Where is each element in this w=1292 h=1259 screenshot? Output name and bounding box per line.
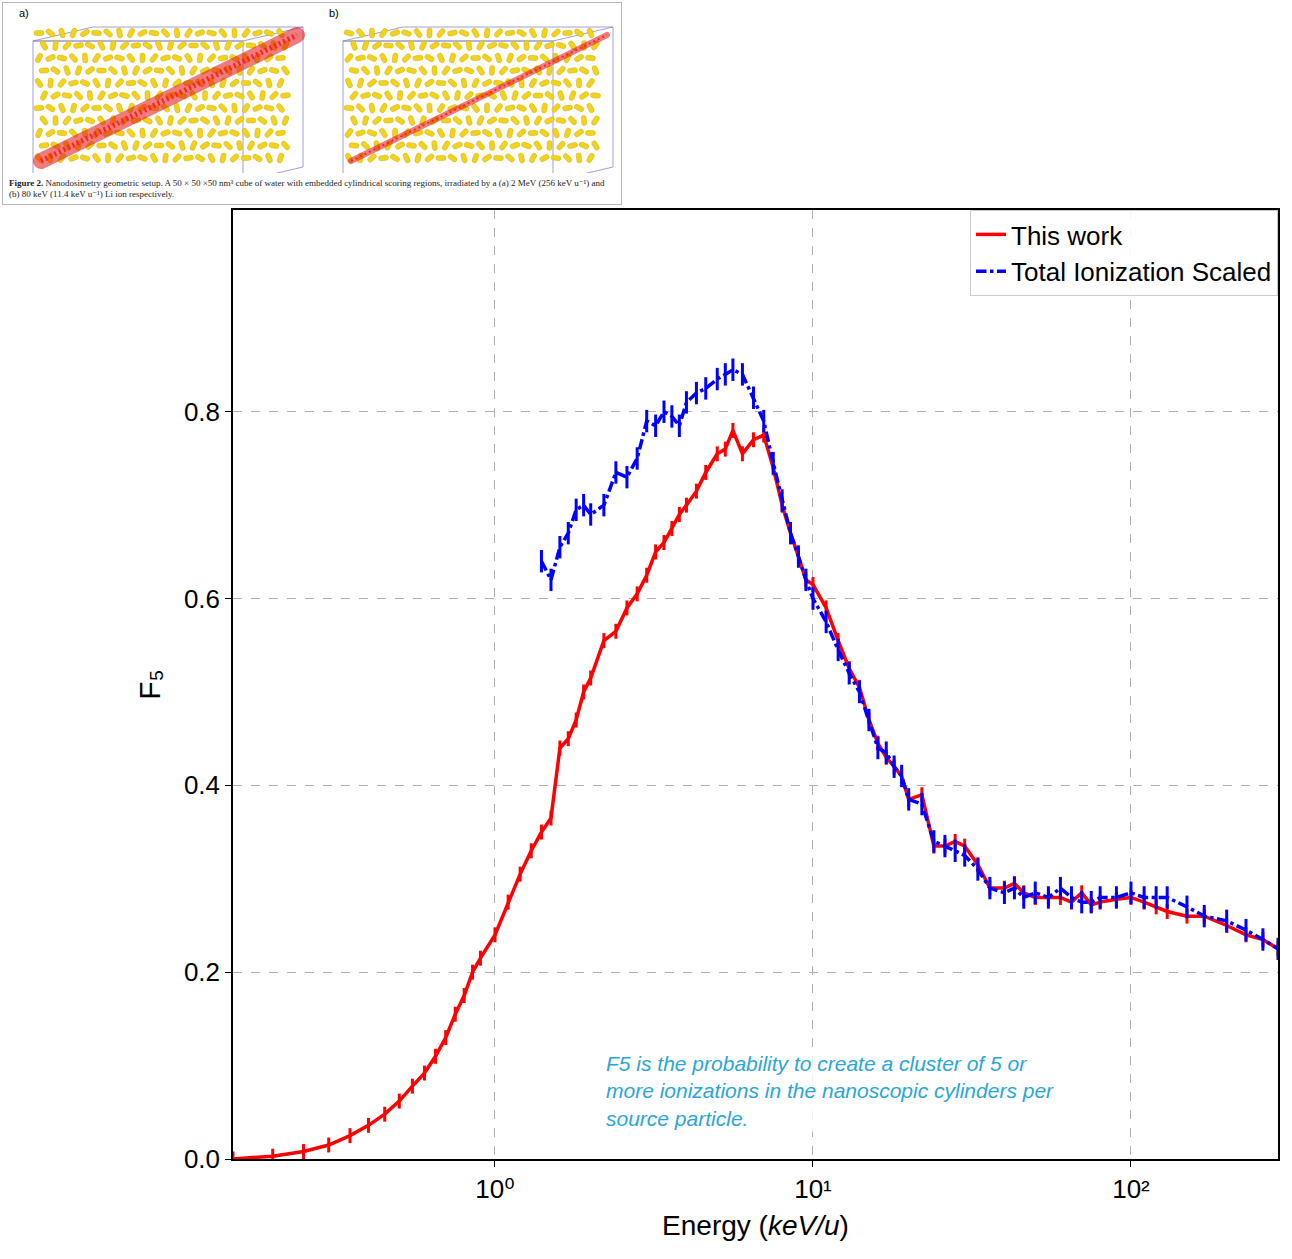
svg-text:10⁰: 10⁰	[475, 1174, 514, 1204]
html-text:Figure 2. Nanodosimetry geomet: Figure 2. Nanodosimetry geometric setup.…	[9, 178, 605, 199]
svg-text:b): b)	[329, 7, 339, 19]
svg-text:This work: This work	[1011, 221, 1123, 251]
svg-text:10¹: 10¹	[794, 1174, 832, 1204]
svg-text:F₅: F₅	[133, 669, 166, 699]
svg-text:Energy (keV/u): Energy (keV/u)	[662, 1210, 849, 1241]
svg-text:F5 is the probability to creat: F5 is the probability to create a cluste…	[606, 1052, 1054, 1130]
svg-text:a): a)	[19, 7, 29, 19]
svg-text:Total Ionization Scaled: Total Ionization Scaled	[1011, 257, 1271, 287]
svg-text:10²: 10²	[1112, 1174, 1150, 1204]
svg-text:0.2: 0.2	[184, 957, 220, 987]
svg-text:0.4: 0.4	[184, 770, 220, 800]
svg-text:0.6: 0.6	[184, 584, 220, 614]
svg-text:0.0: 0.0	[184, 1144, 220, 1174]
svg-text:0.8: 0.8	[184, 397, 220, 427]
